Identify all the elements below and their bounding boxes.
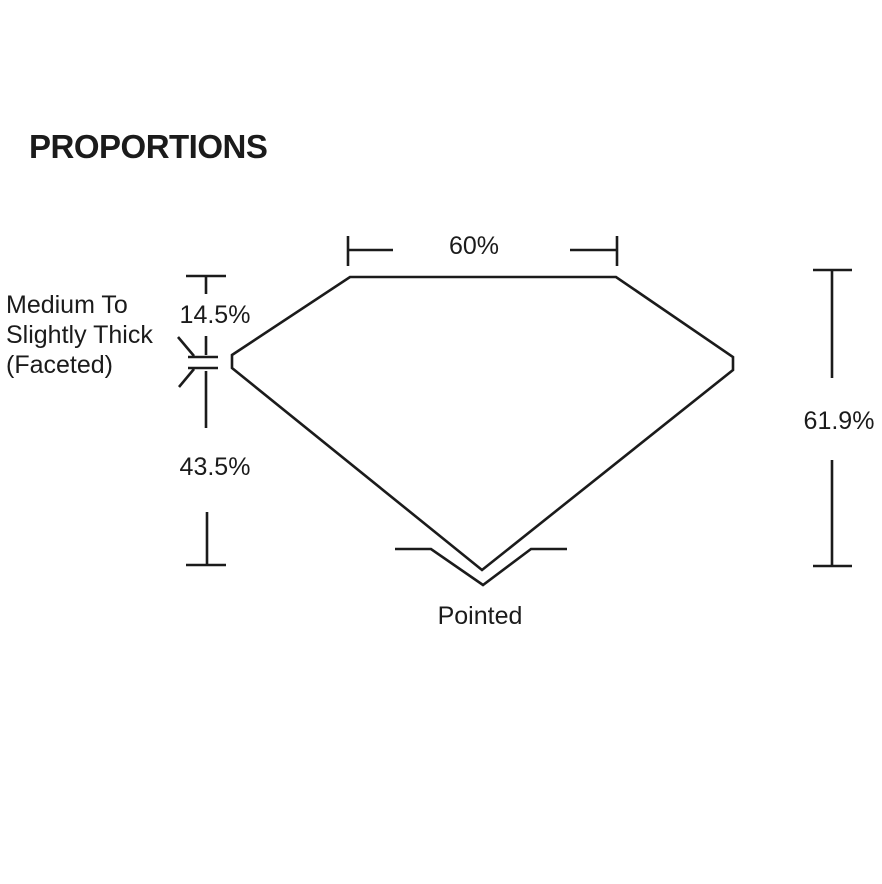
- girdle-description-line-1: Medium To: [6, 291, 128, 319]
- culet-pointed-indicator: [395, 547, 567, 587]
- culet-label: Pointed: [437, 602, 523, 630]
- girdle-description-line-3: (Faceted): [6, 351, 113, 379]
- table-width-dimension: [346, 236, 619, 266]
- girdle-leader-upper: [177, 336, 195, 357]
- total-depth-label: 61.9%: [803, 407, 875, 435]
- girdle-description-label: Medium To Slightly Thick (Faceted): [6, 290, 153, 380]
- girdle-leader-lower: [178, 368, 195, 388]
- table-width-label: 60%: [448, 232, 500, 260]
- page-title: PROPORTIONS: [29, 128, 268, 165]
- crown-height-label: 14.5%: [179, 301, 251, 329]
- diamond-outline: [230, 275, 735, 572]
- girdle-description-line-2: Slightly Thick: [6, 321, 153, 349]
- pavilion-depth-label: 43.5%: [179, 453, 251, 481]
- crown-pavilion-dimension: [177, 274, 226, 567]
- total-depth-dimension: [813, 268, 852, 568]
